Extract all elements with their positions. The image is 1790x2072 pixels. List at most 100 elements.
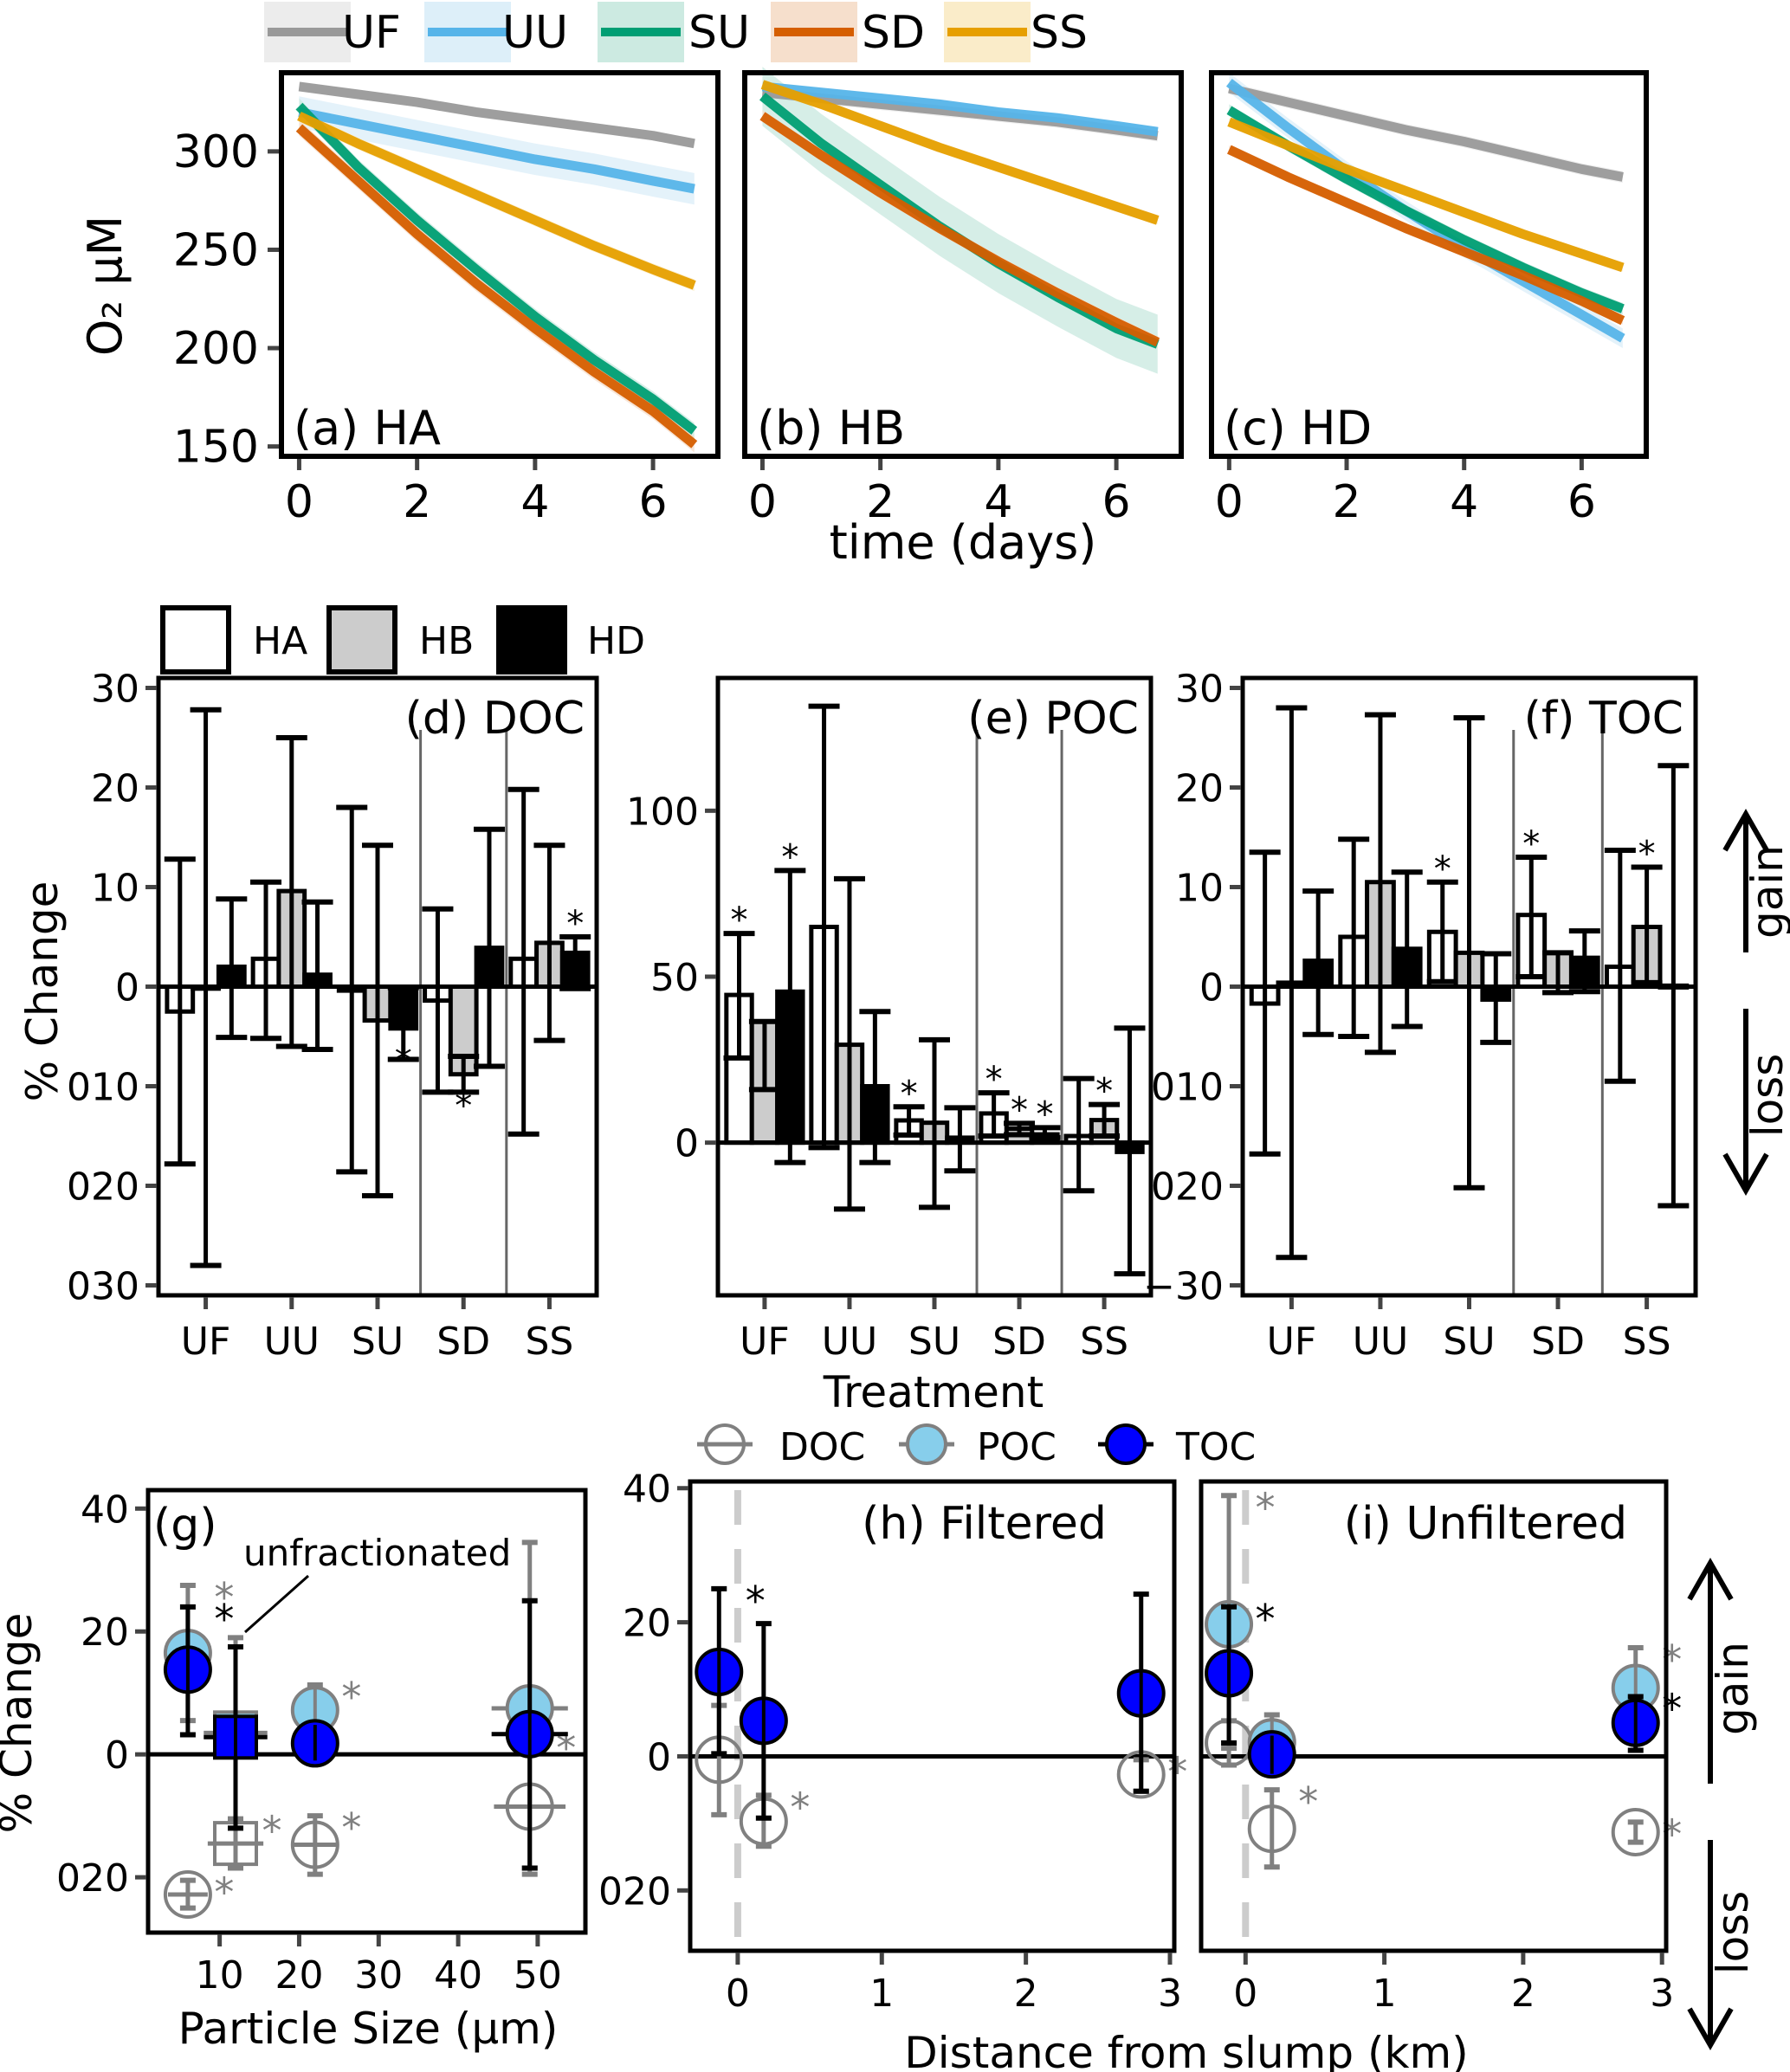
x-tick-label: 2 [1511,1972,1535,2016]
legend-label-su: SU [688,7,750,59]
treatment-legend: UF UU SU SD SS [264,2,1088,62]
significance-marker: * [341,1674,361,1720]
legend-label-toc: TOC [1175,1425,1256,1469]
gain-loss-indicator-upper: gain loss [1722,808,1790,1197]
x-tick-label: 30 [354,1953,403,1998]
x-tick-label: SS [526,1320,574,1364]
x-tick-label: UF [1267,1320,1317,1364]
significance-marker: * [1095,1072,1113,1112]
x-tick-label: SU [908,1320,960,1364]
loss-label: loss [1708,1891,1758,1975]
significance-marker: * [214,1574,234,1621]
panel-title: (c) HD [1224,401,1372,455]
x-tick-label: 0 [285,476,313,528]
x-tick-label: 2 [866,476,895,528]
legend-label-doc: DOC [779,1425,865,1469]
loss-arrowhead-icon [1687,2007,1734,2051]
panel-title: (h) Filtered [862,1498,1107,1550]
x-tick-label: SS [1623,1320,1671,1364]
y-tick-label: 30 [1175,668,1224,712]
x-tick-label: SS [1080,1320,1128,1364]
x-tick-label: SD [1531,1320,1585,1364]
y-tick-label: 40 [623,1468,671,1512]
series-line-sd [295,124,698,449]
series-line-uf [1228,83,1624,182]
treatment-axis-label: Treatment [823,1367,1044,1417]
y-tick-label: 0 [105,1733,129,1778]
x-tick-label: 50 [514,1953,562,1998]
y-tick-label: 020 [598,1869,671,1914]
x-tick-label: 10 [196,1953,244,1998]
x-tick-label: UF [740,1320,790,1364]
panel-b-hb: 0 2 4 6 (b) HB [742,67,1184,528]
series-line-ss [297,111,696,290]
significance-marker: * [395,1041,412,1081]
y-tick-label: 0 [647,1735,671,1779]
o2-axis-label: O₂ μM [78,216,132,356]
legend-label-poc: POC [977,1425,1057,1469]
legend-label-uf: UF [342,7,401,59]
x-tick-label: UF [181,1320,231,1364]
series-line-ss [760,80,1160,225]
x-tick-label: 6 [1567,476,1596,528]
x-tick-label: 2 [1014,1972,1038,2016]
x-tick-label: 4 [984,476,1012,528]
annotation-leader-line [244,1574,309,1634]
significance-marker: * [556,1725,576,1772]
plot-frame [145,1488,588,1935]
point-doc [1611,1807,1660,1856]
y-tick-label: 100 [626,790,699,834]
plot-frame [279,70,721,459]
significance-marker: * [1167,1748,1187,1795]
x-tick-label: 0 [1233,1972,1257,2016]
x-tick-label: 3 [1650,1972,1674,2016]
plot-frame [742,70,1184,459]
x-tick-label: 0 [748,476,777,528]
significance-marker: * [214,1596,234,1643]
x-tick-label: 2 [1332,476,1360,528]
x-tick-label: 1 [1373,1972,1397,2016]
gain-label: gain [1742,845,1790,939]
y-tick-label: 300 [173,126,259,178]
x-tick-label: 6 [639,476,668,528]
pct-axis-label-points: % Change [0,1613,42,1834]
panel-title: (i) Unfiltered [1344,1498,1627,1550]
plot-frame [715,675,1153,1298]
time-axis-label: time (days) [830,515,1097,570]
significance-marker: * [901,1074,918,1113]
y-tick-label: 150 [173,422,259,474]
significance-marker: * [262,1808,282,1855]
loss-label: loss [1742,1054,1790,1138]
legend-swatch-ha [160,605,231,675]
plot-frame [1209,70,1649,459]
x-tick-label: 6 [1102,476,1131,528]
significance-marker: * [341,1804,361,1851]
panel-title: (e) POC [967,693,1139,745]
significance-marker: * [1256,1484,1276,1531]
distance-axis-label: Distance from slump (km) [904,2028,1468,2072]
x-tick-label: 4 [520,476,549,528]
significance-marker: * [1036,1094,1053,1134]
pct-axis-label-bars: % Change [17,881,68,1102]
legend-label-hd: HD [587,619,645,663]
legend-marker-poc [906,1423,947,1465]
gain-loss-indicator-lower: gain loss [1687,1557,1758,2051]
legend-swatch-hb [326,605,397,675]
significance-marker: * [985,1060,1003,1100]
x-tick-label: 0 [1215,476,1244,528]
y-tick-label: 20 [91,767,139,811]
y-tick-label: 20 [1175,767,1224,811]
legend-label-ss: SS [1031,7,1088,59]
ci-band-su [299,98,695,439]
unfractionated-annotation: unfractionated [243,1532,511,1574]
loss-arrowhead-icon [1722,1152,1769,1197]
x-tick-label: 3 [1158,1972,1182,2016]
series-line-sd [1227,145,1625,326]
plot-frame [156,675,599,1298]
legend-label-uu: UU [502,7,568,59]
panel-title: (a) HA [294,401,441,455]
y-tick-label: 40 [81,1488,129,1532]
